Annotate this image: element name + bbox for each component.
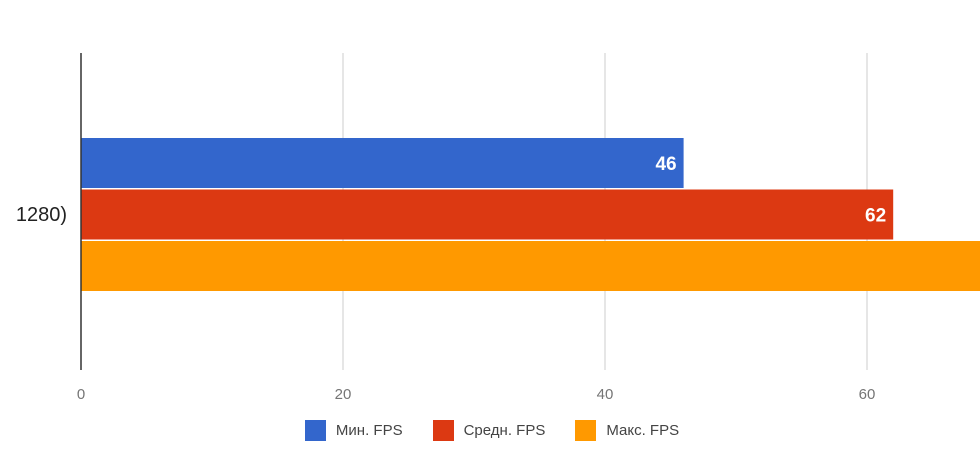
legend-item-min[interactable]: Мин. FPS <box>304 420 403 441</box>
legend-label-avg: Средн. FPS <box>463 422 546 439</box>
x-tick-label: 60 <box>859 386 876 403</box>
data-label: 62 <box>865 206 886 227</box>
bar <box>81 138 684 188</box>
legend: Мин. FPS Средн. FPS Макс. FPS <box>0 420 980 441</box>
x-tick-label: 20 <box>335 386 352 403</box>
legend-swatch-max <box>575 420 597 441</box>
category-label: 1280) <box>16 204 67 226</box>
legend-item-max[interactable]: Макс. FPS <box>575 420 679 441</box>
legend-swatch-min <box>304 420 326 441</box>
x-tick-label: 0 <box>77 386 85 403</box>
data-label: 46 <box>655 154 676 175</box>
legend-item-avg[interactable]: Средн. FPS <box>432 420 546 441</box>
bar <box>81 189 894 240</box>
legend-label-max: Макс. FPS <box>606 422 680 439</box>
bar <box>81 241 980 291</box>
bar-chart-plot: 0 20 40 60 46 62 1280) <box>16 53 980 403</box>
legend-swatch-avg <box>432 420 454 441</box>
x-tick-label: 40 <box>597 386 614 403</box>
legend-label-min: Мин. FPS <box>335 422 403 439</box>
